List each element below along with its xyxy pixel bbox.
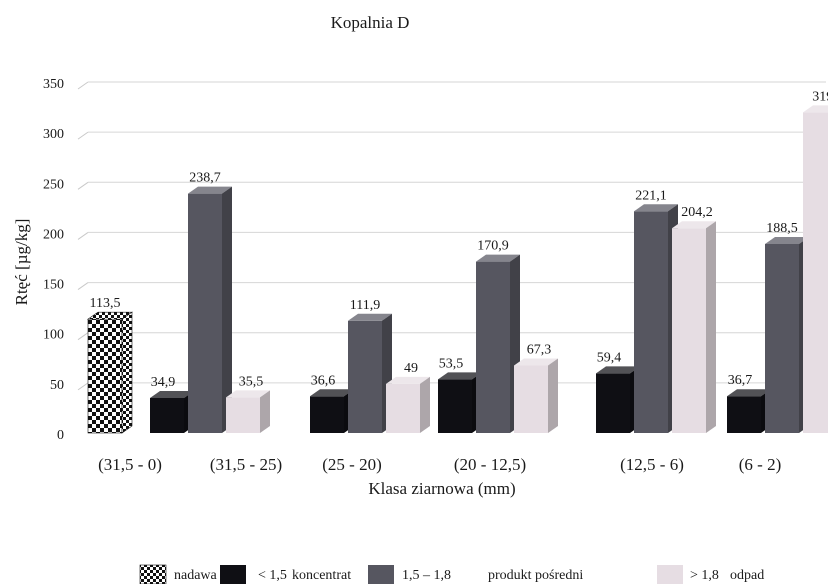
bar-odpad-25-20 — [386, 376, 430, 433]
bars: 113,5 34,9 238,7 35,5 36,6 111,9 49 53,5 170,9 67… — [87, 89, 828, 434]
legend-label: produkt pośredni — [488, 568, 583, 583]
legend-item-koncentrat: < 1,5 koncentrat — [220, 565, 351, 584]
y-tick-label: 50 — [50, 378, 64, 393]
y-tick-label: 100 — [43, 328, 64, 343]
bar-value-label: 59,4 — [597, 350, 622, 365]
bar-value-label: 67,3 — [527, 343, 552, 358]
bar-value-label: 238,7 — [189, 171, 221, 186]
y-axis-label: Rtęć [µg/kg] — [12, 219, 31, 306]
gridline-diag-50 — [77, 382, 89, 391]
bar-value-label: 49 — [404, 361, 418, 376]
legend-swatch — [368, 565, 394, 584]
bar-value-label: 34,9 — [151, 375, 176, 390]
chart-title: Kopalnia D — [331, 13, 410, 32]
legend-label: koncentrat — [292, 568, 351, 583]
legend-range: < 1,5 — [258, 568, 287, 583]
x-tick-label: (31,5 - 25) — [210, 455, 282, 474]
legend-label: odpad — [730, 568, 764, 583]
gridline-diag-350 — [77, 81, 89, 90]
gridline-diag-300 — [77, 131, 89, 140]
bar-nadawa-31-5-0 — [87, 311, 133, 434]
bar-value-label: 319,7 — [812, 89, 828, 104]
bar-value-label: 36,6 — [311, 373, 336, 388]
legend-range: 1,5 – 1,8 — [402, 568, 451, 583]
bar-produkt-25-20 — [348, 313, 392, 433]
bar-odpad-20-12-5 — [514, 358, 558, 433]
y-tick-label: 250 — [43, 177, 64, 192]
bar-odpad-31-5-25 — [226, 390, 270, 433]
bar-value-label: 204,2 — [681, 205, 713, 220]
legend: nadawa < 1,5 koncentrat 1,5 – 1,8 produkt po… — [139, 564, 764, 584]
x-axis: (31,5 - 0) (31,5 - 25) (25 - 20) (20 - 12,5… — [98, 455, 781, 474]
x-tick-label: (12,5 - 6) — [620, 455, 684, 474]
bar-value-label: 170,9 — [477, 239, 509, 254]
legend-label: nadawa — [174, 568, 218, 583]
bar-produkt-6-2 — [765, 236, 809, 433]
gridline-diag-150 — [77, 282, 89, 290]
bar-koncentrat-20-12-5 — [438, 372, 482, 433]
bar-odpad-12-5-6 — [672, 221, 716, 433]
bar-koncentrat-31-5-25 — [150, 391, 194, 433]
y-axis: 0 50 100 150 200 250 300 350 — [43, 77, 64, 443]
legend-swatch — [139, 564, 167, 584]
bar-value-label: 35,5 — [239, 374, 264, 389]
legend-swatch — [220, 565, 246, 584]
bar-koncentrat-6-2 — [727, 389, 771, 433]
bar-koncentrat-12-5-6 — [596, 366, 640, 433]
bar-produkt-12-5-6 — [634, 204, 678, 433]
y-tick-label: 350 — [43, 77, 64, 92]
gridline-diag-200 — [77, 232, 89, 240]
bar-value-label: 36,7 — [728, 373, 753, 388]
gridline-diag-100 — [77, 332, 89, 341]
bar-value-label: 113,5 — [90, 296, 121, 311]
legend-range: > 1,8 — [690, 568, 719, 583]
x-tick-label: (20 - 12,5) — [454, 455, 526, 474]
bar-value-label: 111,9 — [350, 298, 380, 313]
legend-swatch — [657, 565, 683, 584]
legend-item-odpad: > 1,8 odpad — [657, 565, 764, 584]
y-tick-label: 300 — [43, 127, 64, 142]
bar-value-label: 53,5 — [439, 356, 464, 371]
x-axis-label: Klasa ziarnowa (mm) — [368, 479, 515, 498]
bar-odpad-6-2 — [803, 105, 828, 434]
bar-produkt-31-5-25 — [188, 186, 232, 433]
y-tick-label: 150 — [43, 278, 64, 293]
bar-produkt-20-12-5 — [476, 254, 520, 433]
x-tick-label: (6 - 2) — [739, 455, 781, 474]
legend-item-nadawa: nadawa — [139, 564, 218, 584]
y-tick-label: 0 — [57, 428, 64, 443]
x-tick-label: (31,5 - 0) — [98, 455, 162, 474]
x-tick-label: (25 - 20) — [322, 455, 381, 474]
bar-koncentrat-25-20 — [310, 389, 354, 433]
y-tick-label: 200 — [43, 227, 64, 242]
gridline-diag-250 — [77, 181, 89, 190]
bar-value-label: 188,5 — [766, 221, 798, 236]
bar-value-label: 221,1 — [635, 188, 667, 203]
legend-item-produkt: 1,5 – 1,8 produkt pośredni — [368, 565, 583, 584]
